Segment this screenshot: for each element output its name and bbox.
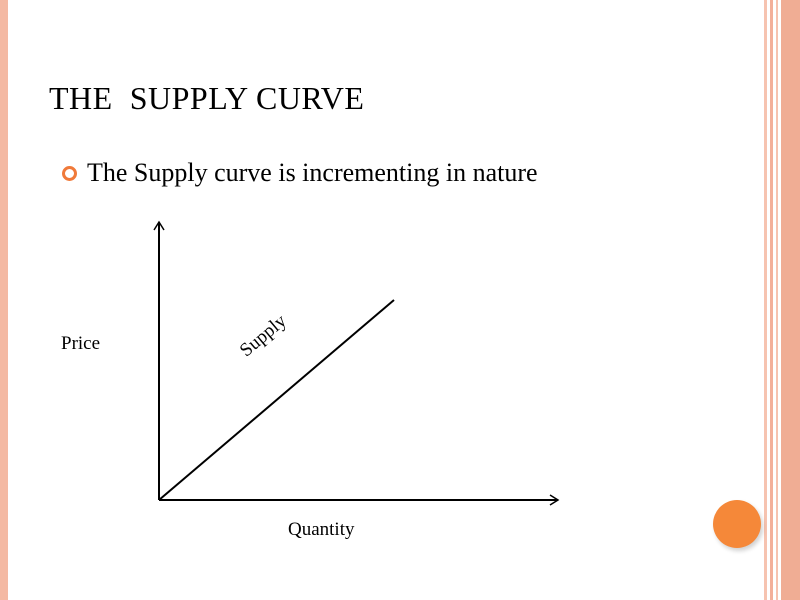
supply-line [158, 299, 395, 501]
x-axis-label: Quantity [288, 519, 355, 540]
decorative-orange-circle [713, 500, 761, 548]
y-axis-label: Price [61, 333, 101, 354]
x-axis-arrowhead [549, 494, 560, 506]
bullet-circle-icon [62, 165, 77, 181]
bullet-text: The Supply curve is incrementing in natu… [87, 158, 538, 187]
slide-title: THE SUPPLY CURVE [49, 80, 365, 116]
bullet-item: The Supply curve is incrementing in natu… [62, 158, 538, 188]
y-axis-arrowhead [153, 220, 165, 231]
left-decorative-stripe [0, 0, 8, 600]
right-decorative-stripes [764, 0, 800, 600]
